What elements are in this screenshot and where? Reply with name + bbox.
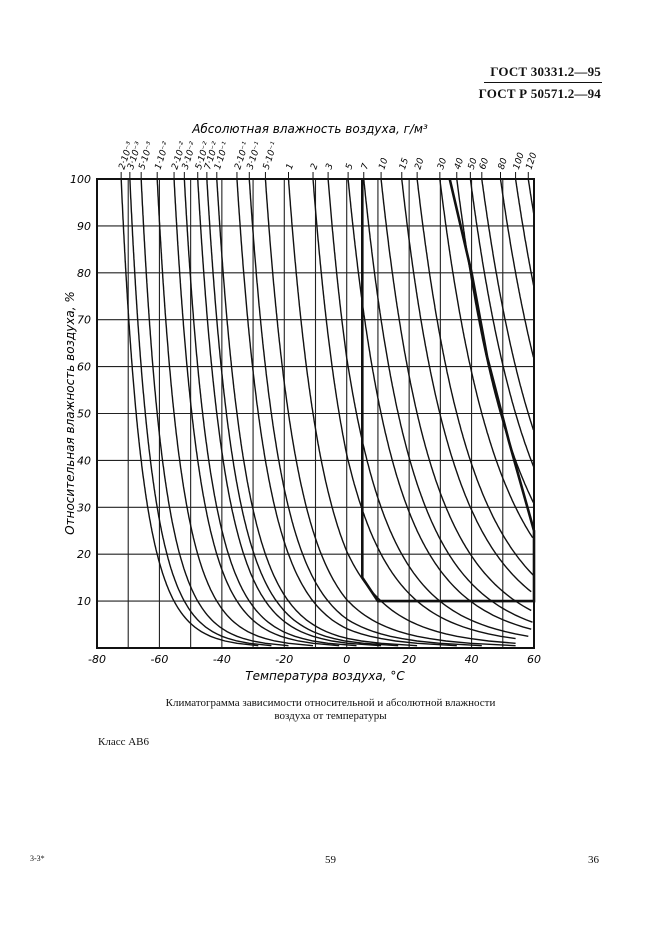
chart-title: Абсолютная влажность воздуха, г/м³ [191,122,428,136]
y-tick-label: 80 [77,267,91,280]
climatogram-chart: -80 -60 -40 -20 0 20 40 60 10203040506070809010… [63,122,541,683]
x-tick-label: -20 [275,653,293,666]
standard-number-2: ГОСТ Р 50571.2—94 [478,86,601,101]
y-tick-label: 30 [77,501,91,514]
x-tick-label: -60 [150,653,168,666]
header-rule [484,82,602,83]
top-tick-label: 5 [344,162,355,171]
abs-humidity-curve [173,178,340,647]
abs-humidity-curve [347,178,532,630]
y-tick-label: 90 [77,220,91,233]
abs-humidity-curve [469,178,535,468]
top-tick-label: 80 [497,157,510,171]
abs-humidity-curve [248,178,482,647]
abs-humidity-curve [327,178,529,637]
abs-humidity-curve [380,178,532,612]
abs-humidity-curve [197,178,382,647]
y-tick-labels: 10 20 30 40 50 60 70 80 90 100 [70,173,91,608]
abs-humidity-curve [499,178,535,358]
x-tick-labels: -80 -60 -40 -20 0 20 40 60 [88,653,541,666]
top-tick-label: 10 [377,157,390,171]
x-tick-label: -40 [213,653,231,666]
abs-humidity-curve [401,178,532,593]
y-tick-label: 100 [70,173,91,186]
standard-number-1: ГОСТ 30331.2—95 [490,64,601,79]
top-tick-label: 20 [413,157,426,171]
top-tick-labels: 2·10⁻³3·10⁻³5·10⁻³1·10⁻²2·10⁻²3·10⁻²5·10… [117,140,539,170]
footer-print-mark: 3-3* [30,854,45,863]
abs-humidity-curve [120,178,259,647]
top-tick-label: 50 [467,157,480,171]
top-tick-label: 60 [478,157,491,171]
abs-humidity-curve [236,178,457,647]
page-number-secondary: 36 [588,854,599,866]
abs-humidity-curve [206,178,399,647]
x-tick-label: 60 [527,653,541,666]
x-tick-label: 0 [343,653,350,666]
top-tick-label: 40 [453,157,466,171]
y-tick-label: 50 [77,408,91,421]
abs-humidity-curve [216,178,418,647]
abs-humidity-curve [156,178,314,647]
figure-caption-line-1: Климатограмма зависимости относительной … [165,697,496,709]
y-axis-label: Относительная влажность воздуха, % [63,291,77,535]
top-tick-label: 30 [436,157,449,171]
x-axis-label: Температура воздуха, °C [245,669,405,683]
humidity-curves [120,178,535,647]
top-tick-label: 1·10⁻² [154,140,172,170]
abs-humidity-curve [287,178,516,644]
x-tick-label: 20 [402,653,416,666]
top-tick-label: 3 [324,162,335,171]
x-tick-label: -80 [88,653,106,666]
top-tick-label: 15 [398,157,411,171]
abs-humidity-curve [312,178,516,640]
class-label: Класс АВ6 [98,736,150,748]
top-tick-label: 5·10⁻¹ [262,140,280,170]
abs-humidity-curve [527,178,535,215]
plot-frame [96,178,535,649]
chart-grid [97,179,534,648]
top-tick-label: 2 [309,162,320,171]
abs-humidity-curve [481,178,535,431]
axis-ticks [120,172,529,179]
top-tick-label: 120 [525,151,540,171]
y-tick-label: 40 [77,454,91,467]
x-tick-label: 40 [465,653,479,666]
abs-humidity-curve [514,178,535,288]
top-tick-label: 1 [285,162,296,171]
abs-humidity-curve [416,178,534,576]
abs-humidity-curve [183,178,357,647]
abs-humidity-curve [264,178,516,647]
y-tick-label: 10 [77,595,91,608]
abs-humidity-curve [439,178,534,539]
y-tick-label: 20 [77,548,91,561]
abs-humidity-curve [363,178,533,623]
top-tick-label: 7 [360,162,371,171]
page-number: 59 [325,854,336,866]
class-boundary-line [360,178,536,603]
y-tick-label: 70 [77,314,91,327]
abs-humidity-curve [140,178,289,647]
abs-humidity-curve [129,178,272,647]
figure-caption-line-2: воздуха от температуры [274,710,387,722]
y-tick-label: 60 [77,361,91,374]
